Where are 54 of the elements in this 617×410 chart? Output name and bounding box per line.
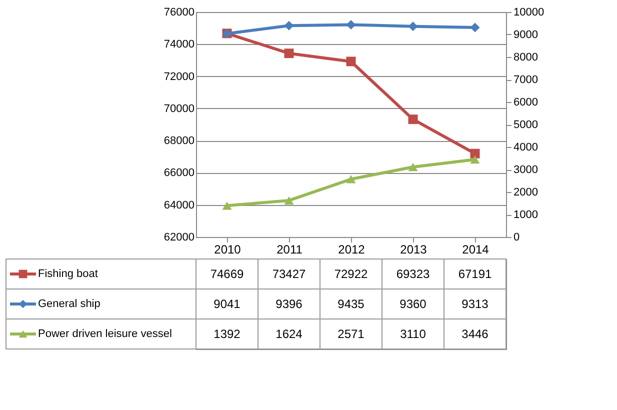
y-tick-label: 74000 [164, 38, 194, 51]
y2-tick-label: 3000 [514, 164, 538, 176]
point [284, 20, 294, 30]
y2-tick-label: 2000 [514, 186, 538, 198]
data-label: 74669 [210, 267, 244, 281]
legend-label: Power driven leisure vessel [38, 328, 172, 340]
data-label: 9360 [400, 297, 427, 311]
data-label: 69323 [396, 267, 430, 281]
point [408, 162, 418, 172]
legend-label: Fishing boat [38, 268, 98, 280]
y2-tick-label: 4000 [514, 142, 538, 154]
y2-tick-label: 7000 [514, 74, 538, 86]
y-tick-label: 66000 [164, 167, 194, 180]
point [408, 22, 418, 32]
data-label: 1624 [276, 327, 303, 341]
y2-tick-label: 0 [514, 232, 520, 244]
y2-tick-label: 10000 [514, 6, 544, 18]
y2-tick-label: 8000 [514, 52, 538, 64]
data-label: 3110 [400, 327, 426, 341]
point [346, 175, 356, 184]
y-tick-label: 72000 [164, 70, 194, 83]
y-tick-label: 64000 [164, 199, 194, 212]
data-label: 9435 [338, 297, 365, 311]
point [284, 196, 294, 205]
point [284, 48, 294, 58]
point [222, 202, 232, 210]
point [346, 20, 356, 30]
x-tick-label: 2010 [214, 242, 242, 256]
data-label: 9041 [214, 297, 241, 311]
y-tick-label: 68000 [164, 135, 194, 148]
y-tick-label: 70000 [164, 102, 194, 115]
x-tick-label: 2013 [400, 242, 428, 256]
data-label: 1392 [214, 327, 241, 341]
y-tick-label: 62000 [164, 232, 194, 244]
point [346, 56, 356, 66]
data-label: 2571 [338, 327, 365, 341]
y2-tick-label: 1000 [514, 209, 538, 221]
point [470, 22, 480, 32]
x-tick-label: 2014 [462, 242, 490, 256]
y2-tick-label: 6000 [514, 96, 538, 108]
data-label: 67191 [458, 267, 492, 281]
data-label: 3446 [462, 327, 489, 341]
y-tick-label: 76000 [164, 6, 194, 18]
point [470, 155, 480, 164]
point [408, 114, 418, 124]
data-label: 9396 [276, 297, 303, 311]
data-label: 73427 [272, 267, 306, 281]
x-tick-label: 2011 [276, 242, 303, 256]
y2-tick-label: 9000 [514, 29, 538, 41]
data-label: 9313 [462, 297, 489, 311]
data-label: 72922 [334, 267, 368, 281]
legend-label: General ship [38, 298, 100, 310]
x-tick-label: 2012 [338, 242, 366, 256]
y2-tick-label: 5000 [514, 119, 538, 131]
